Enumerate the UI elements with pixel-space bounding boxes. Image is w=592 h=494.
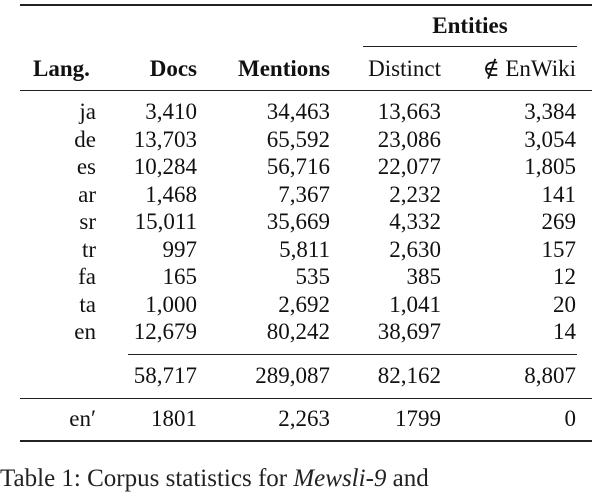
top-rule	[20, 4, 592, 6]
cell-docs: 1,468	[145, 181, 197, 207]
cell-docs: 10,284	[133, 154, 197, 179]
extra-row-docs: 1801	[151, 406, 197, 431]
cell-lang: es	[76, 154, 96, 179]
caption-prefix: Table 1: Corpus statistics for	[0, 465, 294, 492]
cell-not-in-enwiki: 157	[541, 236, 577, 262]
cell-not-in-enwiki: 3,054	[524, 126, 576, 152]
cell-not-in-enwiki: 12	[553, 264, 576, 289]
cell-mentions: 56,716	[266, 154, 330, 179]
total-mentions: 289,087	[255, 363, 330, 388]
header-not-in-enwiki: ∉ EnWiki	[482, 56, 576, 81]
header-docs: Docs	[149, 56, 197, 81]
cell-not-in-enwiki: 269	[541, 209, 577, 234]
header-mentions: Mentions	[238, 56, 330, 81]
total-docs: 58,717	[133, 363, 197, 388]
cell-distinct: 13,663	[377, 99, 441, 124]
cell-mentions: 2,692	[278, 291, 330, 317]
extra-row-mentions: 2,263	[278, 406, 330, 431]
cell-distinct: 1,041	[389, 291, 441, 317]
extra-row-lang: en′	[69, 406, 96, 431]
mid-rule	[20, 398, 592, 399]
header-rule	[20, 90, 592, 91]
cell-not-in-enwiki: 20	[553, 291, 576, 317]
cell-docs: 3,410	[145, 99, 197, 124]
total-distinct: 82,162	[377, 363, 441, 388]
extra-row-distinct: 1799	[395, 406, 441, 431]
cell-mentions: 35,669	[266, 209, 330, 234]
cell-lang: fa	[78, 264, 96, 289]
cell-mentions: 535	[295, 264, 331, 289]
cell-mentions: 7,367	[278, 181, 330, 207]
cell-docs: 997	[162, 236, 198, 262]
cell-docs: 15,011	[134, 209, 197, 234]
cell-mentions: 5,811	[279, 236, 330, 262]
cell-lang: ta	[79, 291, 96, 317]
cell-lang: tr	[81, 236, 96, 262]
caption-suffix: and	[386, 465, 429, 492]
header-distinct: Distinct	[368, 56, 441, 81]
cell-lang: ar	[78, 181, 96, 207]
table-caption: Table 1: Corpus statistics for Mewsli-9 …	[0, 464, 429, 494]
cell-lang: sr	[79, 209, 96, 234]
extra-row-not-in-enwiki: 0	[564, 406, 577, 431]
total-not-in-enwiki: 8,807	[524, 363, 576, 388]
entities-cmidrule	[363, 46, 577, 47]
cell-distinct: 38,697	[377, 319, 441, 344]
entities-group-header: Entities	[432, 13, 508, 38]
cell-docs: 13,703	[133, 126, 197, 152]
total-cmidrule	[128, 354, 577, 355]
cell-docs: 1,000	[145, 291, 197, 317]
cell-not-in-enwiki: 1,805	[524, 154, 576, 179]
cell-distinct: 22,077	[377, 154, 441, 179]
cell-distinct: 2,630	[389, 236, 441, 262]
cell-docs: 165	[162, 264, 198, 289]
cell-distinct: 4,332	[389, 209, 441, 234]
bottom-rule	[20, 440, 592, 442]
cell-not-in-enwiki: 141	[541, 181, 577, 207]
cell-lang: en	[74, 319, 96, 344]
cell-not-in-enwiki: 14	[553, 319, 576, 344]
header-lang: Lang.	[33, 56, 90, 81]
cell-distinct: 23,086	[377, 126, 441, 152]
cell-mentions: 34,463	[266, 99, 330, 124]
cell-not-in-enwiki: 3,384	[524, 99, 576, 124]
cell-mentions: 65,592	[266, 126, 330, 152]
cell-distinct: 385	[406, 264, 442, 289]
cell-distinct: 2,232	[389, 181, 441, 207]
cell-lang: ja	[79, 99, 96, 124]
cell-mentions: 80,242	[266, 319, 330, 344]
cell-docs: 12,679	[133, 319, 197, 344]
cell-lang: de	[74, 126, 96, 152]
caption-dataset-name: Mewsli-9	[293, 465, 387, 492]
